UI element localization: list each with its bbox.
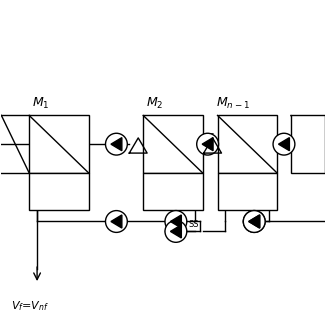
Bar xyxy=(29,173,89,210)
Bar xyxy=(143,115,203,173)
Polygon shape xyxy=(111,138,122,151)
Circle shape xyxy=(106,211,127,232)
Circle shape xyxy=(273,133,295,155)
Bar xyxy=(217,173,277,210)
Polygon shape xyxy=(111,215,122,228)
Text: $M_1$: $M_1$ xyxy=(32,96,50,111)
Text: $V_f$=$V_{nf}$: $V_f$=$V_{nf}$ xyxy=(11,299,50,313)
Circle shape xyxy=(197,133,218,155)
Bar xyxy=(143,173,203,210)
Circle shape xyxy=(165,211,187,232)
Bar xyxy=(291,115,325,173)
Circle shape xyxy=(243,211,265,232)
Text: $M_{n-1}$: $M_{n-1}$ xyxy=(215,96,249,111)
Text: $M_2$: $M_2$ xyxy=(146,96,164,111)
Text: SS: SS xyxy=(189,220,199,230)
Circle shape xyxy=(106,133,127,155)
Polygon shape xyxy=(202,138,213,151)
Polygon shape xyxy=(249,215,260,228)
Bar xyxy=(29,115,89,173)
Polygon shape xyxy=(249,215,260,228)
Circle shape xyxy=(243,211,265,232)
Text: SS: SS xyxy=(205,133,215,142)
Polygon shape xyxy=(170,215,181,228)
Polygon shape xyxy=(278,138,289,151)
Circle shape xyxy=(165,220,187,242)
Polygon shape xyxy=(170,225,181,238)
Bar xyxy=(217,115,277,173)
